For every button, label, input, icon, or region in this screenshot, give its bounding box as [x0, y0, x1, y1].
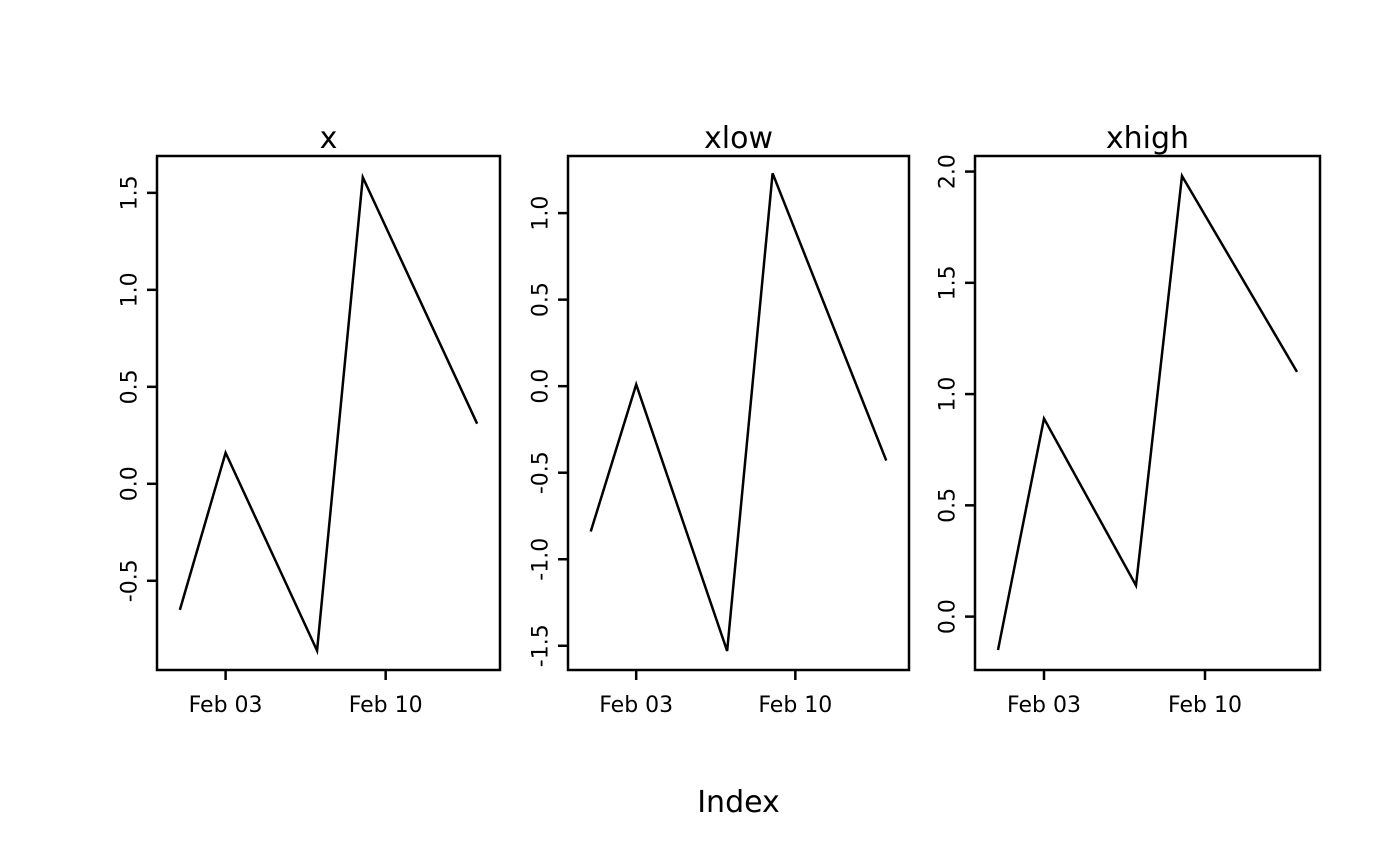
- plot-box: [155, 154, 502, 672]
- x-axis-title: Index: [697, 785, 780, 820]
- plot-box: [973, 154, 1322, 672]
- y-tick-label: 1.0: [529, 196, 554, 231]
- y-tick-label: 0.0: [936, 599, 961, 634]
- x-tick-label: Feb 03: [599, 693, 673, 718]
- x-tick-label: Feb 10: [1168, 693, 1242, 718]
- y-tick-label: 1.5: [118, 175, 143, 210]
- series-line: [996, 172, 1299, 651]
- y-tick-label: 0.5: [118, 369, 143, 404]
- y-tick-label: 1.5: [936, 265, 961, 300]
- y-tick-label: -0.5: [118, 559, 143, 602]
- series-line: [178, 172, 479, 656]
- panel-x: -0.5 0.0 0.5 1.0 1.5 Feb 03 Feb 10: [118, 154, 502, 718]
- y-tick-label: 1.0: [936, 377, 961, 412]
- panel-title-xlow: xlow: [704, 121, 773, 156]
- y-tick-label: 2.0: [936, 154, 961, 189]
- y-tick-label: 0.0: [529, 369, 554, 404]
- plot-box: [566, 154, 911, 672]
- y-tick-label: 0.5: [936, 488, 961, 523]
- y-tick-label: 0.5: [529, 282, 554, 317]
- y-tick-label: 0.0: [118, 466, 143, 501]
- x-tick-label: Feb 03: [1007, 693, 1081, 718]
- panel-title-x: x: [319, 121, 338, 156]
- panel-title-xhigh: xhigh: [1105, 121, 1190, 156]
- x-tick-label: Feb 10: [349, 693, 423, 718]
- y-tick-label: -1.0: [529, 538, 554, 581]
- panel-xhigh: 0.0 0.5 1.0 1.5 2.0 Feb 03 Feb 10: [936, 154, 1322, 718]
- panel-xlow: -1.5 -1.0 -0.5 0.0 0.5 1.0 Feb 03 Feb 10: [529, 154, 911, 718]
- y-tick-label: -1.5: [529, 624, 554, 667]
- series-line: [589, 172, 888, 652]
- y-tick-label: 1.0: [118, 272, 143, 307]
- y-tick-label: -0.5: [529, 451, 554, 494]
- x-tick-label: Feb 03: [189, 693, 263, 718]
- x-tick-label: Feb 10: [758, 693, 832, 718]
